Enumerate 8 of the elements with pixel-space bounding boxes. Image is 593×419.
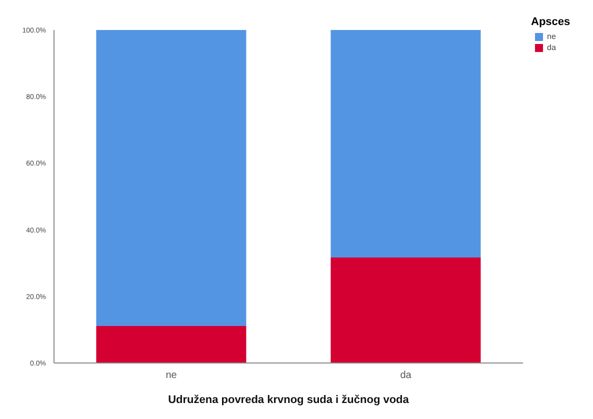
bar	[96, 326, 246, 363]
x-axis-title: Udružena povreda krvnog suda i žučnog voda	[168, 394, 410, 406]
bar	[330, 30, 481, 258]
bar	[96, 30, 246, 326]
bar	[330, 257, 481, 363]
legend-label: da	[546, 42, 557, 53]
legend-title: Apsces	[531, 16, 572, 28]
legend-label: ne	[546, 31, 557, 42]
